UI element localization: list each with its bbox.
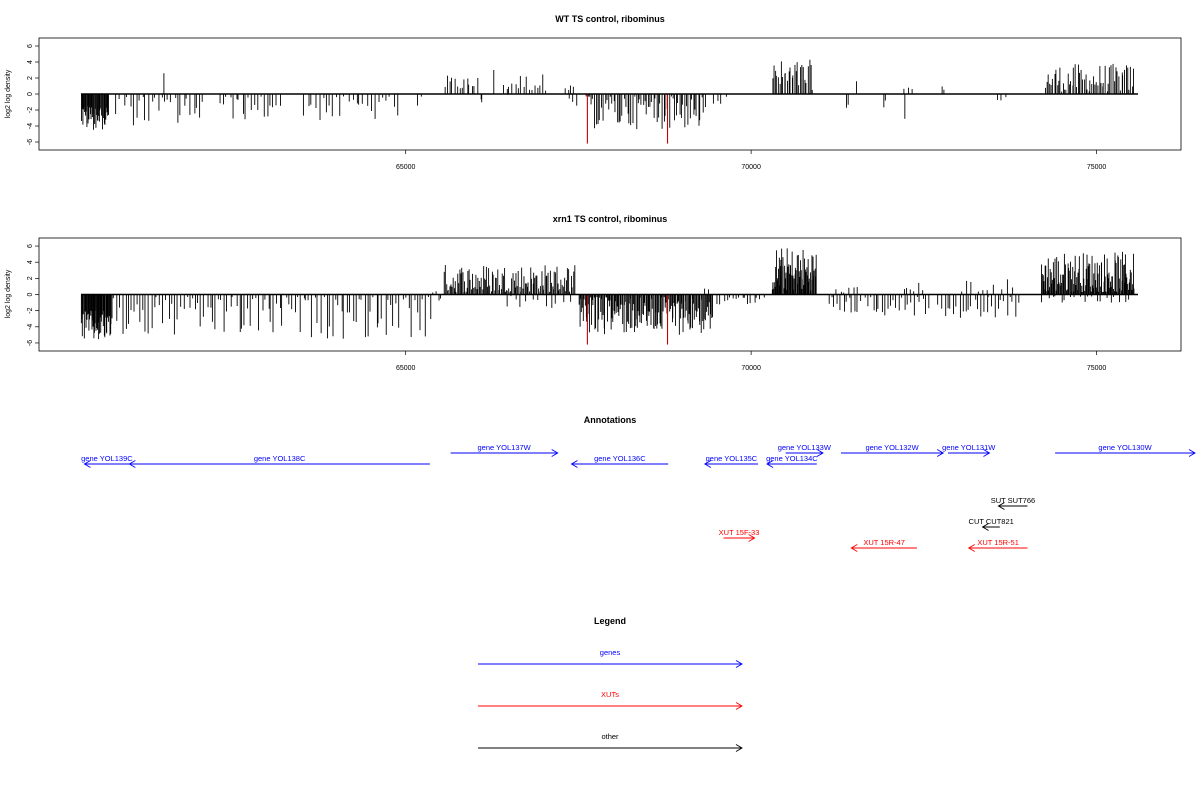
x-tick-label: 65000 bbox=[396, 365, 416, 372]
legend-arrow bbox=[478, 660, 743, 668]
x-tick-label: 70000 bbox=[741, 164, 761, 171]
legend-item-label: other bbox=[601, 732, 619, 741]
legend-arrow bbox=[478, 744, 743, 752]
annotation-label: gene YOL131W bbox=[942, 443, 996, 452]
y-tick-label: -4 bbox=[27, 324, 34, 330]
y-tick-label: 2 bbox=[27, 276, 34, 280]
x-tick-label: 70000 bbox=[741, 365, 761, 372]
legend-title: Legend bbox=[594, 616, 626, 626]
annotation-arrow bbox=[948, 449, 991, 457]
x-tick-label: 65000 bbox=[396, 164, 416, 171]
legend-item-label: genes bbox=[600, 648, 621, 657]
annotation-arrow bbox=[1055, 449, 1196, 457]
annotation-arrow bbox=[450, 449, 559, 457]
xrn1-density-panel: xrn1 TS control, ribominus log2 log dens… bbox=[5, 214, 1182, 372]
y-tick-label: -4 bbox=[27, 123, 34, 129]
legend-item-label: XUTs bbox=[601, 690, 619, 699]
y-tick-label: -6 bbox=[27, 139, 34, 145]
wt-density-panel: WT TS control, ribominus log2 log densit… bbox=[5, 14, 1182, 171]
annotation-arrow bbox=[723, 534, 756, 542]
xrn1-panel-title: xrn1 TS control, ribominus bbox=[553, 214, 668, 224]
y-tick-label: -2 bbox=[27, 107, 34, 113]
annotations-track: Annotations gene YOL139C gene YOL138C gene… bbox=[81, 415, 1196, 552]
annotation-arrow bbox=[570, 460, 669, 468]
annotation-label: SUT SUT766 bbox=[991, 496, 1035, 505]
annotation-label: gene YOL134C bbox=[766, 454, 818, 463]
y-tick-label: 2 bbox=[27, 76, 34, 80]
annotation-label: gene YOL137W bbox=[478, 443, 532, 452]
annotation-arrow bbox=[766, 460, 817, 468]
annotation-arrow bbox=[850, 544, 917, 552]
annotation-arrow bbox=[967, 544, 1028, 552]
x-tick-label: 75000 bbox=[1087, 365, 1107, 372]
annotation-label: gene YOL138C bbox=[254, 454, 306, 463]
annotation-label: CUT CUT821 bbox=[969, 517, 1014, 526]
annotation-arrow bbox=[128, 460, 430, 468]
annotation-arrow bbox=[83, 460, 130, 468]
annotation-label: gene YOL139C bbox=[81, 454, 133, 463]
xrn1-y-axis-label: log2 log density bbox=[5, 269, 12, 318]
y-tick-label: 6 bbox=[27, 44, 34, 48]
annotation-arrow bbox=[703, 460, 759, 468]
y-tick-label: 0 bbox=[27, 92, 34, 96]
y-tick-label: 4 bbox=[27, 260, 34, 264]
annotation-label: XUT 15R-47 bbox=[863, 538, 905, 547]
annotation-label: gene YOL130W bbox=[1098, 443, 1152, 452]
wt-panel-title: WT TS control, ribominus bbox=[555, 14, 665, 24]
annotation-label: gene YOL135C bbox=[706, 454, 758, 463]
legend-arrow bbox=[478, 702, 743, 710]
y-tick-label: -2 bbox=[27, 307, 34, 313]
annotation-arrow bbox=[997, 502, 1028, 510]
annotation-arrow bbox=[840, 449, 945, 457]
y-tick-label: 6 bbox=[27, 244, 34, 248]
x-tick-label: 75000 bbox=[1087, 164, 1107, 171]
annotation-label: gene YOL133W bbox=[778, 443, 832, 452]
legend: Legend genes XUTs other bbox=[478, 616, 743, 752]
annotations-title: Annotations bbox=[584, 415, 637, 425]
annotation-label: XUT 15R-51 bbox=[977, 538, 1019, 547]
wt-y-axis-label: log2 log density bbox=[5, 69, 12, 118]
annotation-label: gene YOL136C bbox=[594, 454, 646, 463]
annotation-label: XUT 15F-33 bbox=[719, 528, 760, 537]
y-tick-label: -6 bbox=[27, 340, 34, 346]
annotation-label: gene YOL132W bbox=[865, 443, 919, 452]
y-tick-label: 0 bbox=[27, 292, 34, 296]
annotation-arrow bbox=[785, 449, 824, 457]
density-panels: WT TS control, ribominus log2 log densit… bbox=[5, 14, 1182, 372]
y-tick-label: 4 bbox=[27, 60, 34, 64]
annotation-arrow bbox=[981, 523, 1000, 531]
